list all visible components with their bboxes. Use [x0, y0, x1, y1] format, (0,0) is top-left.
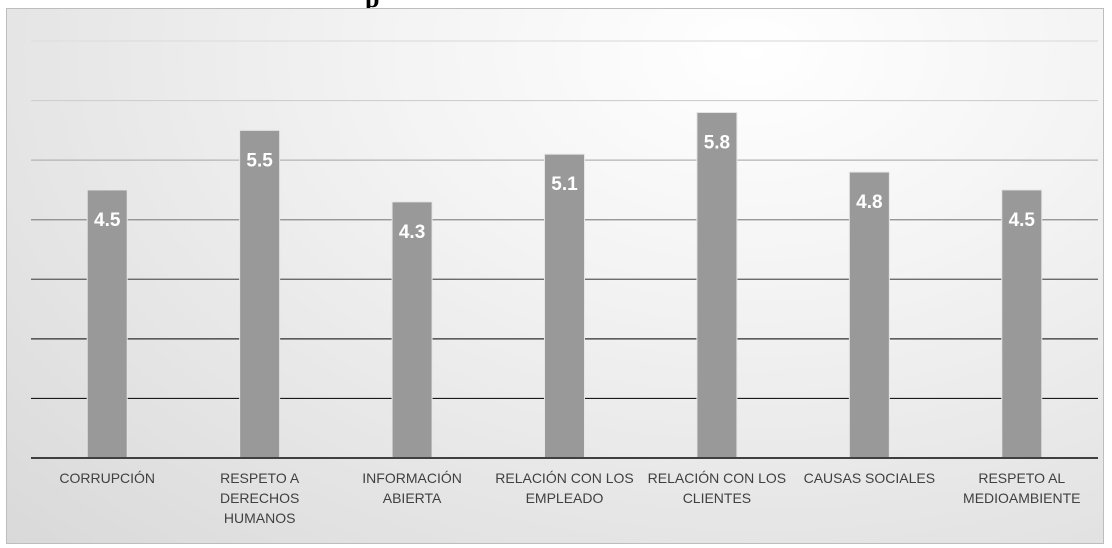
- category-label: RESPETO A DERECHOS HUMANOS: [220, 470, 300, 526]
- data-label: 4.8: [856, 192, 882, 213]
- bar: [544, 153, 585, 459]
- bar-chart: 4.5 5.5 4.3 5.1 5.8 4.8 4.5 CORRUPCIÓN RESPETO …: [31, 40, 1098, 526]
- data-labels: 4.5 5.5 4.3 5.1 5.8 4.8 4.5: [94, 132, 1035, 242]
- data-label: 4.5: [94, 210, 121, 231]
- category-label: RELACIÓN CON LOS EMPLEADO: [495, 470, 633, 506]
- bars: [86, 111, 1043, 459]
- data-label: 4.5: [1009, 210, 1036, 231]
- category-label: CORRUPCIÓN: [59, 470, 155, 486]
- data-label: 5.8: [704, 132, 730, 153]
- data-label: 5.1: [551, 174, 578, 195]
- bar: [239, 129, 281, 459]
- bar: [848, 171, 890, 459]
- category-label: INFORMACIÓN ABIERTA: [362, 470, 462, 506]
- data-label: 5.5: [246, 150, 273, 171]
- chart-area: 4.5 5.5 4.3 5.1 5.8 4.8 4.5 CORRUPCIÓN RESPETO …: [6, 8, 1104, 544]
- category-label: CAUSAS SOCIALES: [804, 470, 936, 486]
- category-label: RELACIÓN CON LOS CLIENTES: [648, 470, 786, 506]
- bar: [86, 189, 128, 459]
- category-labels: CORRUPCIÓN RESPETO A DERECHOS HUMANOS INFORM…: [59, 470, 1080, 526]
- category-label: RESPETO AL MEDIOAMBIENTE: [963, 470, 1080, 506]
- data-label: 4.3: [399, 222, 425, 243]
- bar: [391, 201, 433, 459]
- bar: [696, 111, 738, 459]
